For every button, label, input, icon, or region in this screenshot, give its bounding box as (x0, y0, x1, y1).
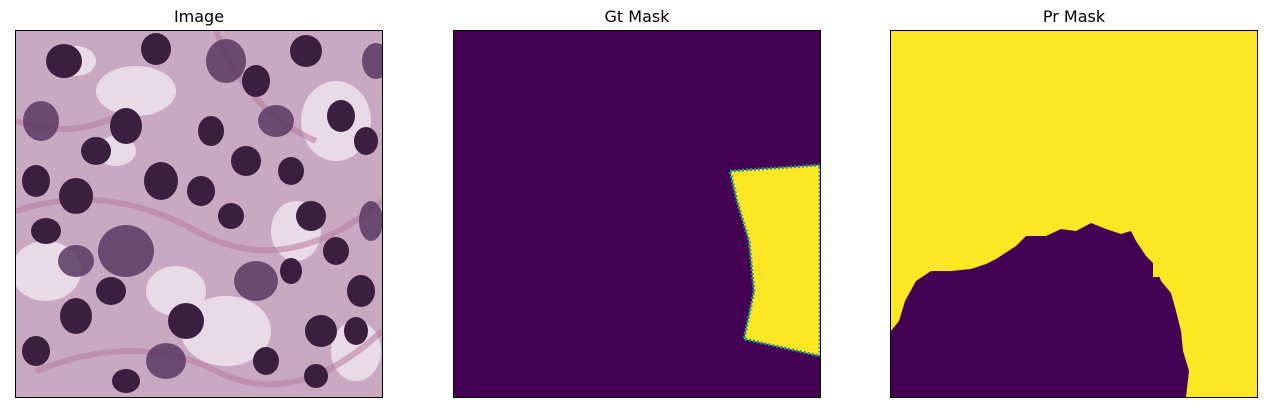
pr-mask-image (891, 31, 1257, 397)
histology-image-frame (15, 30, 383, 398)
image-panel-title: Image (173, 7, 225, 26)
gt-mask-image (454, 31, 820, 397)
pr-mask-panel: Pr Mask (890, 0, 1258, 411)
pr-mask-panel-title: Pr Mask (1042, 7, 1106, 26)
pr-mask-frame (890, 30, 1258, 398)
gt-mask-frame (453, 30, 821, 398)
histology-image (16, 31, 382, 397)
gt-mask-panel: Gt Mask (453, 0, 821, 411)
gt-mask-panel-title: Gt Mask (604, 7, 670, 26)
image-panel: Image (15, 0, 383, 411)
